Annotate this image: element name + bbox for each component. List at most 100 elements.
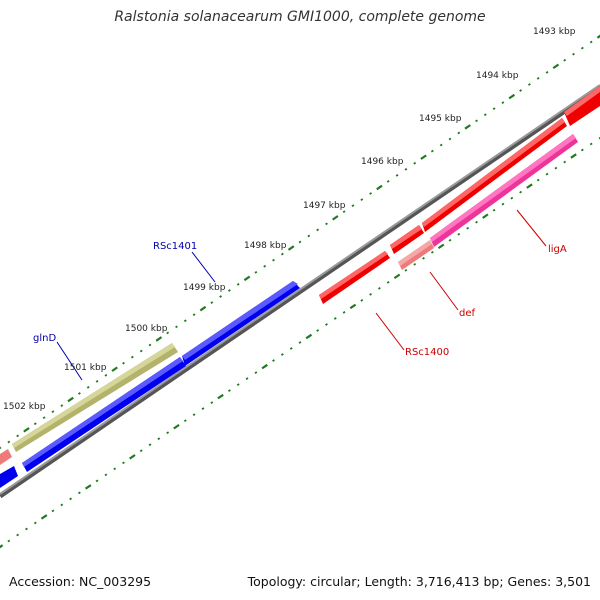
minor-tick xyxy=(501,101,505,105)
minor-tick xyxy=(545,70,549,74)
major-tick xyxy=(570,153,577,159)
minor-tick xyxy=(316,329,320,332)
major-tick xyxy=(67,396,74,403)
major-tick xyxy=(596,34,600,39)
minor-tick xyxy=(519,89,523,92)
minor-tick xyxy=(201,407,205,411)
minor-tick xyxy=(77,491,81,495)
ruler-label: 1493 kbp xyxy=(533,27,576,37)
minor-tick xyxy=(457,131,461,135)
minor-tick xyxy=(77,392,81,395)
outer-tick-track xyxy=(0,34,600,450)
minor-tick xyxy=(536,178,540,182)
minor-tick xyxy=(25,527,28,531)
ruler-label: 1496 kbp xyxy=(361,157,404,167)
minor-tick xyxy=(254,270,258,274)
gene-salmon-edge-feature[interactable] xyxy=(0,449,12,465)
minor-tick xyxy=(377,286,381,290)
minor-tick xyxy=(475,220,478,224)
gene-red-small-top xyxy=(390,225,422,249)
major-tick xyxy=(349,303,357,310)
minor-tick xyxy=(219,295,223,298)
major-tick xyxy=(155,336,163,342)
minor-tick xyxy=(272,359,275,362)
minor-tick xyxy=(492,107,496,111)
minor-tick xyxy=(580,46,584,50)
minor-tick xyxy=(307,234,311,238)
minor-tick xyxy=(483,113,487,117)
major-tick xyxy=(552,63,560,70)
minor-tick xyxy=(527,83,531,86)
genome-backbone xyxy=(0,84,600,499)
minor-tick xyxy=(404,167,408,171)
minor-tick xyxy=(430,250,434,254)
minor-tick xyxy=(475,119,478,123)
gene-features xyxy=(0,86,600,488)
ruler-label: 1500 kbp xyxy=(125,324,168,334)
minor-tick xyxy=(60,503,64,507)
minor-tick xyxy=(104,373,108,377)
minor-tick xyxy=(413,161,417,165)
major-tick xyxy=(84,484,92,490)
gene-label-rsc1401[interactable]: RSc1401 xyxy=(153,241,197,252)
map-title: Ralstonia solanacearum GMI1000, complete… xyxy=(114,9,486,25)
gene-label-rsc1400[interactable]: RSc1400 xyxy=(405,347,449,358)
minor-tick xyxy=(95,479,99,483)
minor-tick xyxy=(272,258,275,262)
minor-tick xyxy=(386,280,390,284)
major-tick xyxy=(243,275,251,282)
minor-tick xyxy=(280,252,284,256)
minor-tick xyxy=(236,283,240,286)
minor-tick xyxy=(510,196,514,200)
minor-tick xyxy=(386,180,390,183)
gene-label-def[interactable]: def xyxy=(459,308,476,319)
minor-tick xyxy=(448,238,452,242)
minor-tick xyxy=(122,361,125,365)
minor-tick xyxy=(42,416,46,420)
minor-tick xyxy=(69,497,72,501)
minor-tick xyxy=(175,325,178,329)
minor-tick xyxy=(245,377,249,380)
minor-tick xyxy=(210,301,214,304)
minor-tick xyxy=(192,313,196,317)
minor-tick xyxy=(316,228,320,232)
minor-tick xyxy=(563,160,567,164)
major-tick xyxy=(129,454,136,460)
major-tick xyxy=(482,213,489,219)
gene-label-liga[interactable]: ligA xyxy=(548,244,567,255)
minor-tick xyxy=(501,202,505,206)
major-tick xyxy=(305,333,313,340)
minor-tick xyxy=(395,173,399,177)
gene-ligA-top xyxy=(430,134,576,242)
gene-label-leaders xyxy=(56,209,547,381)
minor-tick xyxy=(0,446,2,450)
minor-tick xyxy=(148,343,152,347)
minor-tick xyxy=(536,77,540,80)
minor-tick xyxy=(598,136,600,140)
gene-blue-edge-feature[interactable] xyxy=(0,466,18,488)
gene-red-long-top xyxy=(422,118,565,227)
minor-tick xyxy=(192,413,196,417)
minor-tick xyxy=(422,256,425,260)
ruler-label: 1495 kbp xyxy=(419,114,462,124)
minor-tick xyxy=(263,264,267,268)
minor-tick xyxy=(51,509,55,513)
gene-label-glnd[interactable]: glnD xyxy=(33,333,56,344)
gene-labels: RSc1401 glnD ligA def RSc1400 xyxy=(33,241,567,358)
minor-tick xyxy=(33,422,37,426)
gene-def-top xyxy=(398,240,432,266)
minor-tick xyxy=(16,434,20,438)
major-tick xyxy=(526,183,533,189)
major-tick xyxy=(508,93,516,100)
major-tick xyxy=(111,366,118,372)
minor-tick xyxy=(183,319,187,323)
accession-text: Accession: NC_003295 xyxy=(9,574,152,589)
major-tick xyxy=(437,243,445,250)
minor-tick xyxy=(519,190,523,194)
major-tick xyxy=(173,423,180,430)
major-tick xyxy=(393,273,401,280)
ruler-label: 1494 kbp xyxy=(476,71,519,81)
major-tick xyxy=(199,305,207,312)
minor-tick xyxy=(166,431,170,435)
